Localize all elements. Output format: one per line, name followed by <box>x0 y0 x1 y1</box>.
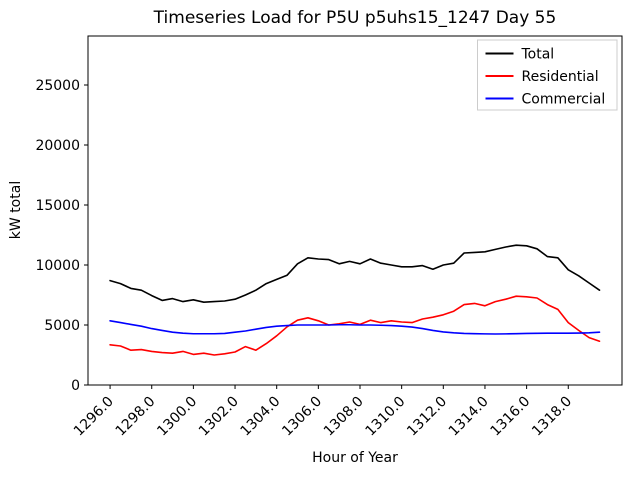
y-tick-label: 20000 <box>35 138 80 154</box>
x-tick-label: 1310.0 <box>363 394 409 440</box>
x-tick-label: 1318.0 <box>529 394 575 440</box>
y-tick-label: 5000 <box>44 318 80 334</box>
y-tick-label: 0 <box>71 378 80 394</box>
x-tick-label: 1296.0 <box>71 394 117 440</box>
x-tick-label: 1298.0 <box>113 394 159 440</box>
series-line-residential <box>109 295 601 356</box>
x-tick-label: 1312.0 <box>404 394 450 440</box>
series-line-commercial <box>109 319 601 335</box>
x-tick-label: 1300.0 <box>154 394 200 440</box>
x-tick-label: 1314.0 <box>446 394 492 440</box>
series-lines <box>109 244 601 356</box>
legend-label-commercial: Commercial <box>522 92 606 108</box>
x-tick-label: 1308.0 <box>321 394 367 440</box>
x-tick-label: 1304.0 <box>238 394 284 440</box>
legend-box: Total Residential Commercial <box>477 39 618 111</box>
x-tick-label: 1316.0 <box>487 394 533 440</box>
x-tick-label: 1302.0 <box>196 394 242 440</box>
y-tick-label: 25000 <box>35 78 80 94</box>
legend-label-total: Total <box>521 47 555 63</box>
y-axis-label: kW total <box>8 181 24 239</box>
plot-frame <box>87 35 623 386</box>
legend-label-residential: Residential <box>522 69 599 85</box>
x-tick-label: 1306.0 <box>279 394 325 440</box>
chart-title: Timeseries Load for P5U p5uhs15_1247 Day… <box>153 8 557 28</box>
y-tick-label: 10000 <box>35 258 80 274</box>
y-tick-label: 15000 <box>35 198 80 214</box>
x-axis-label: Hour of Year <box>312 450 398 466</box>
series-line-total <box>109 244 601 304</box>
